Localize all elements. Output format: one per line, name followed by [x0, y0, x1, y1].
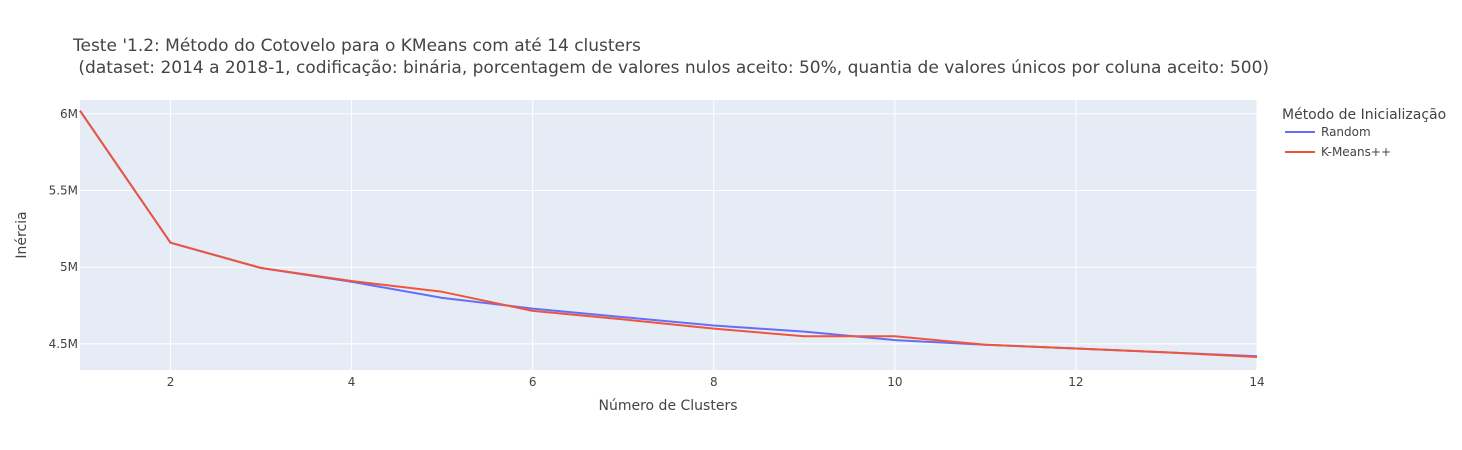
y-tick-label: 4.5M: [49, 337, 78, 351]
x-axis-title: Número de Clusters: [599, 398, 738, 414]
series-lines: [79, 110, 1258, 358]
chart-subtitle: (dataset: 2014 a 2018-1, codificação: bi…: [73, 58, 1269, 78]
x-tick-label: 6: [529, 375, 537, 389]
y-tick-label: 6M: [60, 107, 78, 121]
plot-area: [80, 100, 1257, 370]
legend-label-random: Random: [1321, 125, 1371, 139]
x-tick-label: 14: [1249, 375, 1264, 389]
grid-lines: [80, 100, 1258, 370]
x-axis-ticks: 2 4 6 8 10 12 14: [167, 375, 1265, 389]
x-tick-label: 8: [710, 375, 718, 389]
legend-label-kmeans-plus-plus: K-Means++: [1321, 145, 1391, 159]
y-tick-label: 5.5M: [49, 184, 78, 198]
y-tick-label: 5M: [60, 260, 78, 274]
y-axis-ticks: 4.5M 5M 5.5M 6M: [49, 107, 78, 351]
legend-item-random[interactable]: Random: [1285, 125, 1371, 139]
y-axis-title: Inércia: [14, 211, 30, 258]
legend-item-kmeans-plus-plus[interactable]: K-Means++: [1285, 145, 1391, 159]
legend: Método de Inicialização Random K-Means++: [1282, 107, 1446, 159]
x-tick-label: 10: [887, 375, 902, 389]
x-tick-label: 12: [1068, 375, 1083, 389]
series-line-k-means-plus-plus[interactable]: [79, 110, 1258, 358]
chart-title: Teste '1.2: Método do Cotovelo para o KM…: [72, 36, 641, 56]
legend-title: Método de Inicialização: [1282, 107, 1446, 123]
x-tick-label: 4: [348, 375, 356, 389]
x-tick-label: 2: [167, 375, 175, 389]
